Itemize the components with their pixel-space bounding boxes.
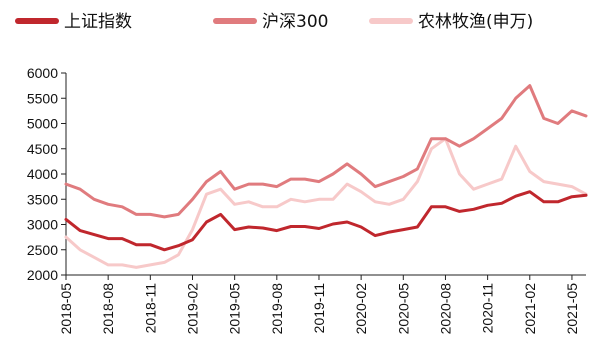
x-tick-label: 2020-05 <box>395 283 411 335</box>
series-line-1 <box>64 84 588 219</box>
y-tick-label: 6000 <box>27 65 58 81</box>
x-tick-label: 2021-05 <box>564 283 580 335</box>
y-tick-label: 4500 <box>27 141 58 157</box>
x-tick-label: 2018-05 <box>58 283 74 335</box>
y-tick-label: 5500 <box>27 90 58 106</box>
y-tick-label: 4000 <box>27 166 58 182</box>
y-axis-ticks: 2000 2500 3000 3500 4000 4500 5000 5500 6000 <box>27 65 66 283</box>
x-tick-label: 2019-05 <box>227 283 243 335</box>
x-tick-label: 2020-11 <box>480 283 496 334</box>
x-tick-label: 2020-08 <box>437 283 453 335</box>
x-tick-label: 2019-11 <box>311 283 327 334</box>
x-tick-label: 2019-02 <box>184 283 200 335</box>
legend-label: 沪深300 <box>262 12 328 32</box>
y-tick-label: 2000 <box>27 267 58 283</box>
plot-area: 2000 2500 3000 3500 4000 4500 5000 5500 6000 201… <box>27 65 588 334</box>
x-tick-label: 2020-02 <box>353 283 369 335</box>
x-tick-label: 2019-08 <box>269 283 285 335</box>
y-tick-label: 2500 <box>27 242 58 258</box>
y-tick-label: 3000 <box>27 217 58 233</box>
legend: 上证指数 沪深300 农林牧渔(申万) <box>15 12 533 32</box>
x-axis-ticks: 2018-05 2018-08 2018-11 2019-02 2019-05 2019-… <box>58 275 580 334</box>
y-tick-label: 5000 <box>27 116 58 132</box>
series-line-2 <box>64 137 588 269</box>
series-line-0 <box>64 190 588 252</box>
y-tick-label: 3500 <box>27 191 58 207</box>
x-tick-label: 2018-08 <box>100 283 116 335</box>
series-lines <box>64 84 588 269</box>
legend-label: 农林牧渔(申万) <box>418 12 533 32</box>
x-tick-label: 2018-11 <box>142 283 158 334</box>
legend-label: 上证指数 <box>64 12 132 32</box>
x-tick-label: 2021-02 <box>522 283 538 335</box>
